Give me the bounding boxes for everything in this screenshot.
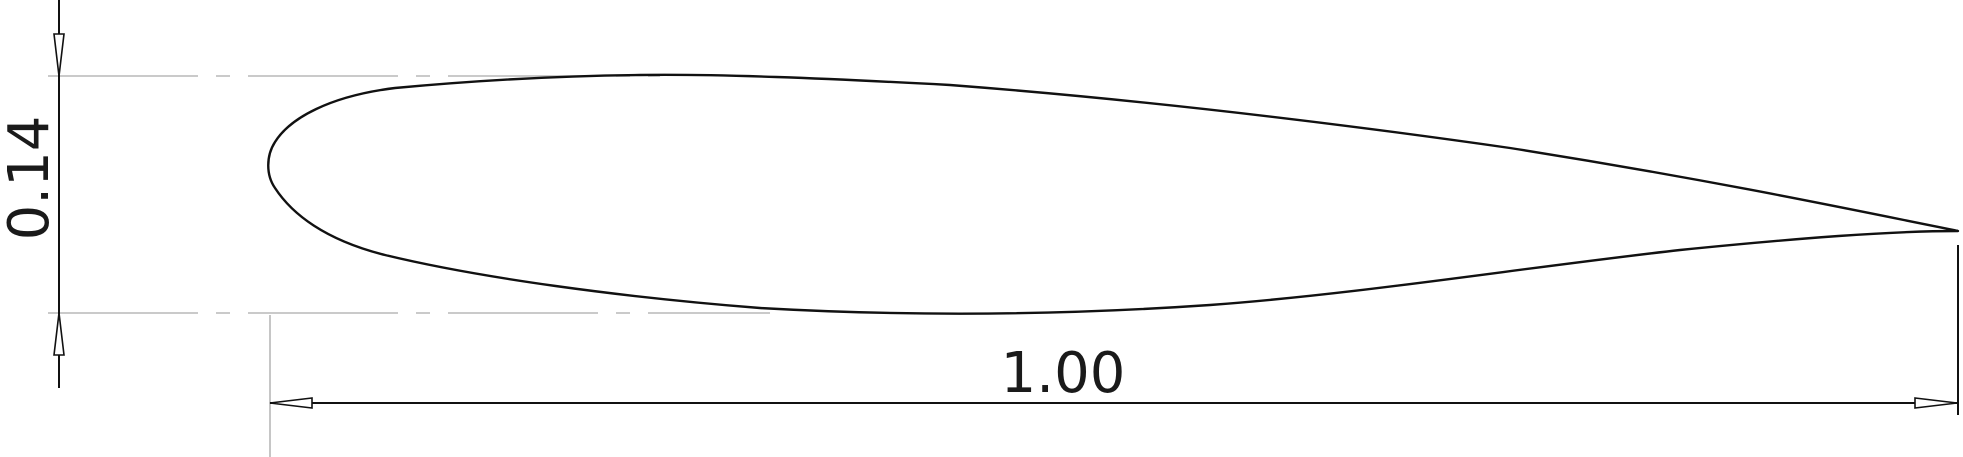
thickness-top-arrow — [53, 33, 65, 77]
thickness-bottom-arrow — [53, 312, 65, 356]
chord-label: 1.00 — [1001, 341, 1126, 406]
chord-dimension: 1.00 — [269, 245, 1959, 415]
thickness-label: 0.14 — [0, 116, 62, 241]
thickness-extension-lines — [48, 75, 770, 314]
chord-left-arrow — [269, 397, 313, 409]
airfoil-profile — [267, 73, 1960, 315]
chord-right-arrow — [1914, 397, 1958, 409]
thickness-dimension: 0.14 — [0, 0, 65, 388]
